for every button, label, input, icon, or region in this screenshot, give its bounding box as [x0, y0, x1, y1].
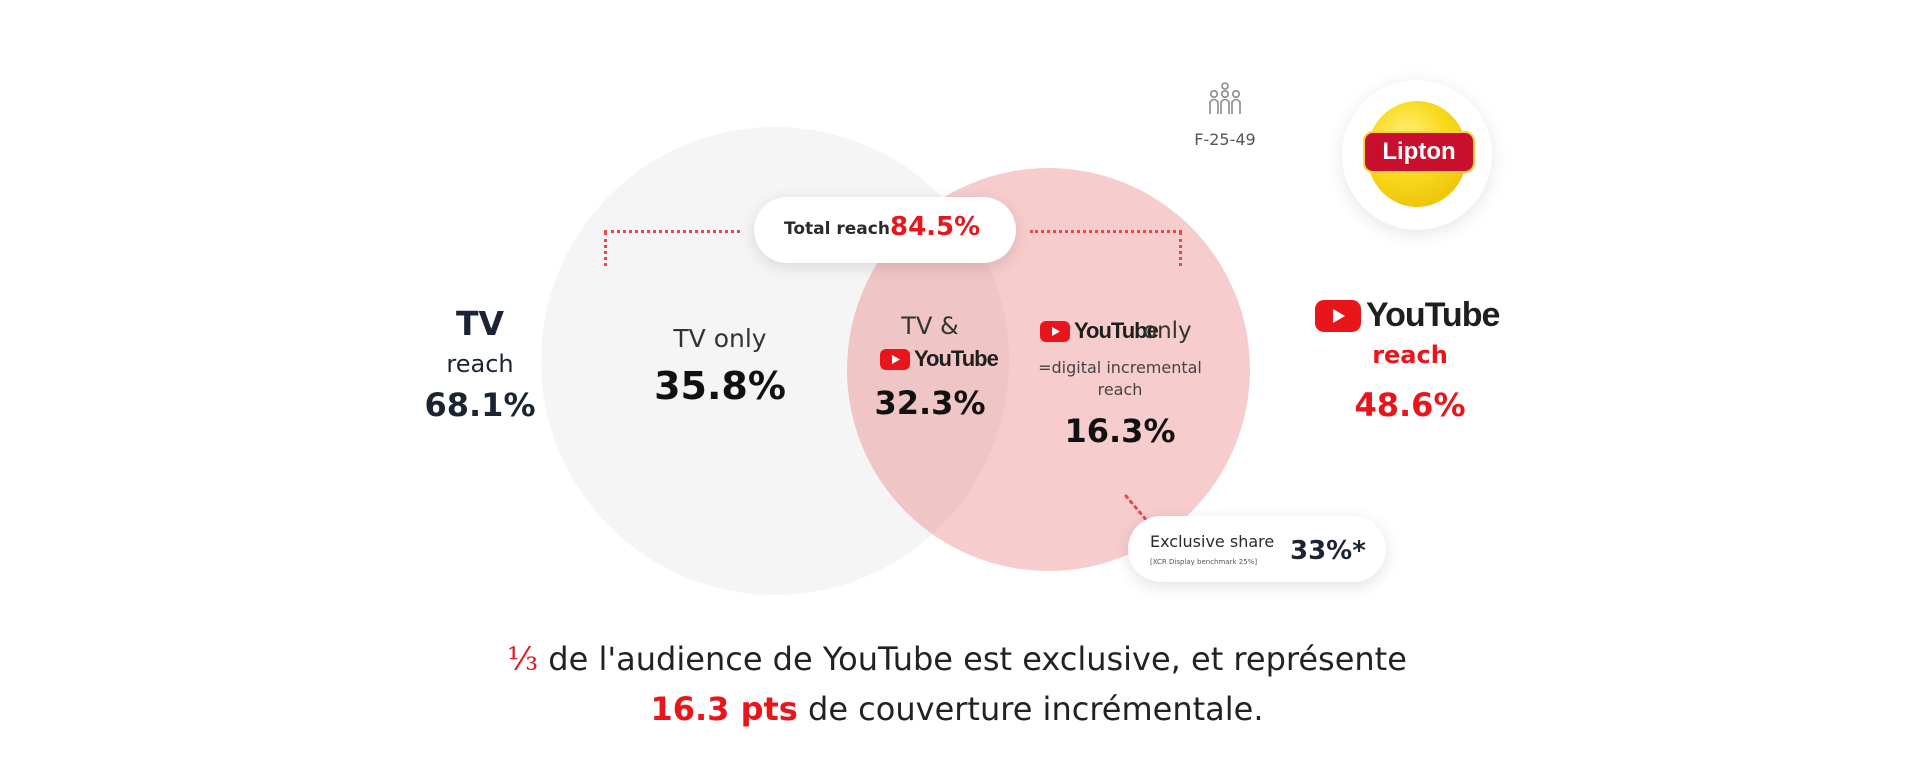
- youtube-reach-sub: reach: [1372, 341, 1448, 369]
- tv-reach-title: TV: [455, 304, 505, 343]
- people-group-icon: [1205, 80, 1245, 122]
- tv-only-value: 35.8%: [654, 364, 786, 408]
- total-reach-value: 84.5%: [890, 212, 981, 242]
- total-reach-connector-left-drop: [604, 232, 607, 266]
- total-reach-connector-left: [604, 230, 740, 233]
- overlap-value: 32.3%: [874, 384, 986, 422]
- youtube-reach-value: 48.6%: [1354, 386, 1466, 424]
- lipton-wordmark: Lipton: [1363, 131, 1475, 173]
- youtube-only-heading: YouTube only: [1040, 318, 1200, 348]
- youtube-wordmark: YouTube: [914, 346, 999, 371]
- youtube-play-icon: [1040, 321, 1070, 342]
- exclusive-share-pill: Exclusive share [XCR Display benchmark 2…: [1128, 516, 1386, 582]
- lipton-logo: Lipton: [1342, 80, 1492, 230]
- exclusive-share-value: 33%*: [1290, 536, 1366, 566]
- conclusion-line-1: ⅓ de l'audience de YouTube est exclusive…: [300, 640, 1614, 678]
- conclusion-period: .: [1253, 690, 1264, 728]
- one-third-fraction: ⅓: [507, 640, 539, 678]
- exclusive-connector: [1124, 494, 1164, 524]
- digital-incremental-note-2: reach: [1097, 380, 1143, 399]
- incremental-points: 16.3 pts: [650, 690, 798, 728]
- youtube-wordmark: YouTube: [1366, 296, 1500, 334]
- youtube-play-icon: [1315, 300, 1361, 332]
- total-reach-pill: Total reach 84.5%: [754, 197, 1016, 263]
- youtube-wordmark: YouTube: [1074, 318, 1159, 343]
- digital-incremental-note-1: =digital incremental: [1038, 358, 1202, 377]
- conclusion-text-1: de l'audience de YouTube est exclusive, …: [538, 640, 1407, 678]
- conclusion-line-2: 16.3 pts de couverture incrémentale.: [300, 690, 1614, 728]
- youtube-only-label: only: [1143, 318, 1192, 344]
- audience-label: F-25-49: [1194, 130, 1256, 149]
- exclusive-share-label: Exclusive share: [1150, 532, 1275, 551]
- total-reach-label: Total reach: [784, 219, 890, 239]
- youtube-play-icon: [880, 349, 910, 370]
- tv-reach-sub: reach: [446, 350, 514, 378]
- youtube-only-value: 16.3%: [1064, 412, 1176, 450]
- tv-only-label: TV only: [673, 324, 767, 353]
- exclusive-benchmark-note: [XCR Display benchmark 25%]: [1150, 558, 1258, 566]
- overlap-label: TV &: [901, 312, 959, 340]
- overlap-youtube-logo: YouTube: [880, 346, 999, 374]
- youtube-reach-logo: YouTube: [1315, 296, 1500, 336]
- total-reach-connector-right: [1030, 230, 1182, 233]
- total-reach-connector-right-drop: [1179, 232, 1182, 266]
- tv-reach-value: 68.1%: [424, 386, 536, 424]
- conclusion-text-2: de couverture incrémentale: [797, 690, 1254, 728]
